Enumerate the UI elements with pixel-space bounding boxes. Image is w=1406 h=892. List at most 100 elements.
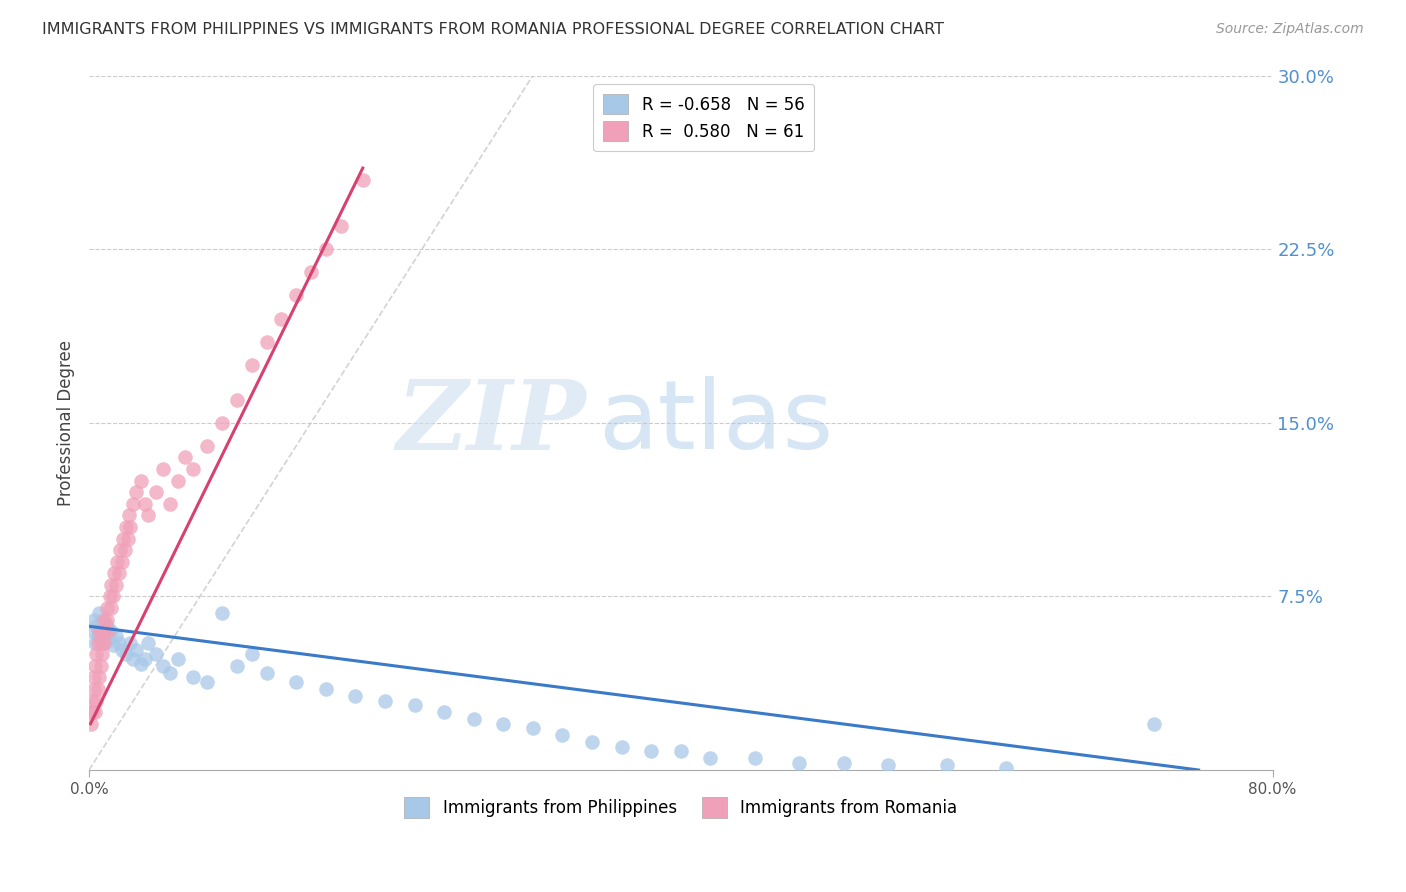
Point (159, 665, 181, 680)
Point (433, 705, 456, 719)
Point (329, 219, 352, 233)
Point (787, 756, 810, 770)
Point (159, 497, 181, 511)
Point (211, 416, 233, 430)
Point (100, 578, 122, 592)
Point (115, 520, 138, 534)
Point (118, 508, 141, 523)
Point (107, 635, 129, 649)
Point (93, 635, 115, 649)
Point (96, 619, 118, 633)
Point (240, 647, 263, 661)
Point (93, 635, 115, 649)
Point (352, 172, 374, 186)
Point (315, 681, 337, 696)
Point (91, 647, 114, 661)
Point (134, 652, 156, 666)
Point (240, 358, 263, 372)
Point (226, 392, 249, 407)
Point (166, 652, 188, 666)
Point (226, 658, 249, 673)
Point (86, 647, 108, 661)
Point (136, 508, 159, 523)
Point (87, 681, 110, 696)
Point (285, 288, 308, 302)
Point (80, 705, 103, 719)
Point (145, 485, 167, 500)
Point (270, 311, 292, 326)
Point (100, 601, 122, 615)
Point (90, 635, 112, 649)
Point (877, 758, 900, 772)
Point (315, 242, 337, 256)
Point (640, 744, 662, 758)
Point (110, 555, 132, 569)
Point (995, 761, 1018, 775)
Point (80, 624, 103, 639)
Text: ZIP: ZIP (396, 376, 586, 470)
Point (94, 629, 117, 643)
Point (89, 670, 111, 684)
Point (145, 647, 167, 661)
Point (120, 520, 142, 534)
Point (103, 566, 125, 581)
Point (211, 606, 233, 620)
Point (581, 735, 603, 749)
Point (105, 555, 128, 569)
Point (107, 566, 129, 581)
Legend: Immigrants from Philippines, Immigrants from Romania: Immigrants from Philippines, Immigrants … (398, 790, 965, 824)
Point (152, 658, 174, 673)
Point (84, 705, 107, 719)
Point (86, 693, 108, 707)
Point (299, 265, 322, 279)
Point (94, 624, 117, 639)
Text: IMMIGRANTS FROM PHILIPPINES VS IMMIGRANTS FROM ROMANIA PROFESSIONAL DEGREE CORRE: IMMIGRANTS FROM PHILIPPINES VS IMMIGRANT… (42, 22, 945, 37)
Point (112, 532, 135, 546)
Point (90, 624, 112, 639)
Point (83, 670, 105, 684)
Point (101, 590, 124, 604)
Point (80, 693, 103, 707)
Point (97, 624, 120, 639)
Point (115, 647, 138, 661)
Point (91, 624, 114, 639)
Point (120, 635, 142, 649)
Point (256, 334, 278, 349)
Point (174, 450, 197, 465)
Point (89, 624, 111, 639)
Point (90, 658, 112, 673)
Point (197, 675, 219, 690)
Point (936, 758, 959, 772)
Point (110, 642, 132, 657)
Point (197, 439, 219, 453)
Point (166, 474, 188, 488)
Point (181, 462, 204, 476)
Point (152, 462, 174, 476)
Point (83, 613, 105, 627)
Text: atlas: atlas (598, 376, 834, 469)
Point (93, 613, 115, 627)
Point (98, 590, 121, 604)
Point (122, 497, 145, 511)
Point (344, 689, 367, 703)
Point (832, 756, 855, 770)
Point (404, 698, 426, 713)
Point (256, 665, 278, 680)
Point (86, 619, 108, 633)
Point (136, 635, 159, 649)
Point (699, 751, 721, 765)
Point (83, 681, 105, 696)
Point (610, 739, 633, 754)
Point (122, 652, 145, 666)
Point (96, 613, 118, 627)
Point (87, 635, 110, 649)
Point (285, 675, 308, 690)
Point (492, 716, 515, 731)
Point (1143, 716, 1166, 731)
Point (374, 693, 396, 707)
Point (129, 474, 152, 488)
Point (84, 658, 107, 673)
Point (117, 532, 139, 546)
Point (129, 657, 152, 671)
Point (104, 629, 127, 643)
